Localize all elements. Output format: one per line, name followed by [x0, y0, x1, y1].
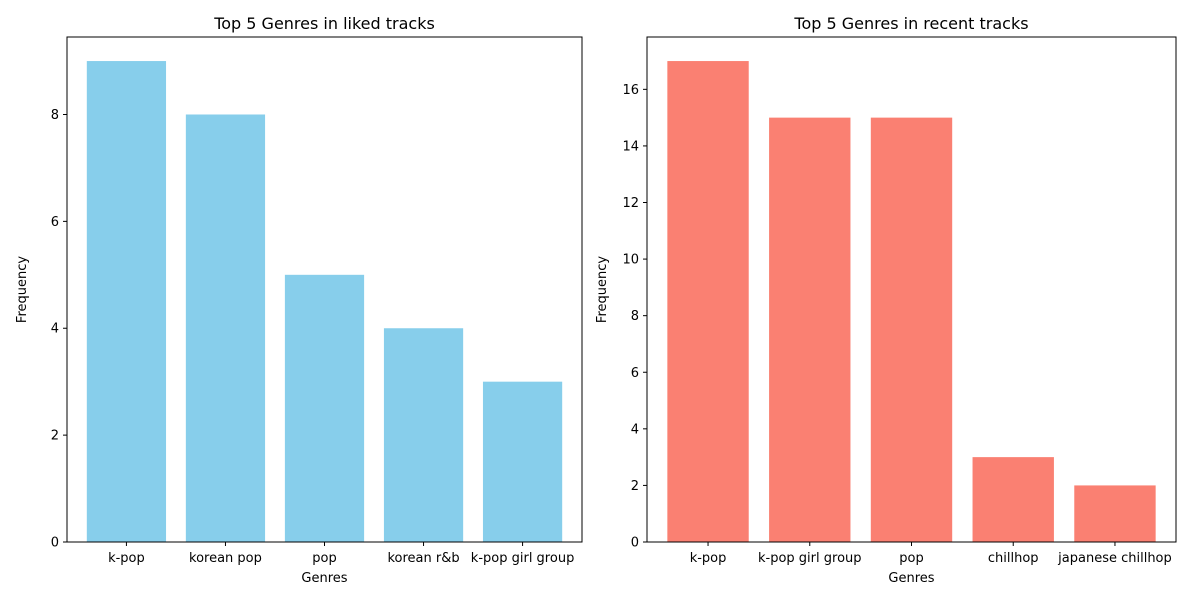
bar-k-pop	[86, 61, 167, 543]
x-tick-label: pop	[312, 551, 336, 566]
bars-group	[667, 61, 1156, 543]
y-tick-label: 8	[631, 309, 639, 324]
bar-k-pop-girl-group	[769, 117, 851, 542]
x-tick-label: k-pop girl group	[471, 551, 575, 566]
bar-korean-r-b	[383, 328, 464, 542]
x-tick-label: k-pop	[108, 551, 145, 566]
x-tick-label: korean r&b	[387, 551, 459, 566]
y-tick-label: 14	[622, 139, 639, 154]
bar-korean-pop	[185, 114, 266, 543]
y-tick-label: 10	[622, 253, 639, 268]
y-tick-label: 4	[631, 422, 639, 437]
bar-k-pop	[667, 61, 749, 543]
chart-title: Top 5 Genres in liked tracks	[213, 14, 435, 33]
bar-k-pop-girl-group	[482, 381, 563, 542]
chart-recent-tracks: k-pop k-pop girl group pop chillhop japanese…	[595, 14, 1177, 586]
y-tick-label: 0	[631, 536, 639, 551]
y-ticks-group: 0 2 4 6 8 10 12 14 16	[622, 83, 647, 551]
y-tick-label: 8	[51, 108, 59, 123]
x-tick-label: k-pop girl group	[758, 551, 862, 566]
y-tick-label: 16	[622, 83, 639, 98]
x-ticks-group: k-pop k-pop girl group pop chillhop japanese…	[690, 542, 1172, 566]
bar-pop	[284, 274, 365, 542]
y-tick-label: 12	[622, 196, 639, 211]
x-tick-label: chillhop	[988, 551, 1039, 566]
bar-chillhop	[972, 457, 1054, 542]
x-axis-label: Genres	[301, 571, 347, 586]
chart-title: Top 5 Genres in recent tracks	[793, 14, 1028, 33]
y-tick-label: 2	[51, 429, 59, 444]
x-tick-label: japanese chillhop	[1057, 551, 1172, 566]
y-tick-label: 6	[631, 366, 639, 381]
x-tick-label: pop	[899, 551, 923, 566]
bar-japanese-chillhop	[1074, 485, 1156, 542]
bar-pop	[870, 117, 953, 542]
y-ticks-group: 0 2 4 6 8	[51, 108, 67, 551]
y-tick-label: 4	[51, 322, 59, 337]
y-tick-label: 6	[51, 215, 59, 230]
x-tick-label: k-pop	[690, 551, 727, 566]
y-axis-label: Frequency	[15, 256, 30, 323]
x-tick-label: korean pop	[189, 551, 262, 566]
x-ticks-group: k-pop korean pop pop korean r&b k-pop girl g…	[108, 542, 574, 566]
chart-liked-tracks: k-pop korean pop pop korean r&b k-pop girl g…	[15, 14, 583, 586]
x-axis-label: Genres	[888, 571, 934, 586]
bars-group	[86, 61, 563, 543]
y-tick-label: 2	[631, 479, 639, 494]
y-tick-label: 0	[51, 536, 59, 551]
y-axis-label: Frequency	[595, 256, 610, 323]
